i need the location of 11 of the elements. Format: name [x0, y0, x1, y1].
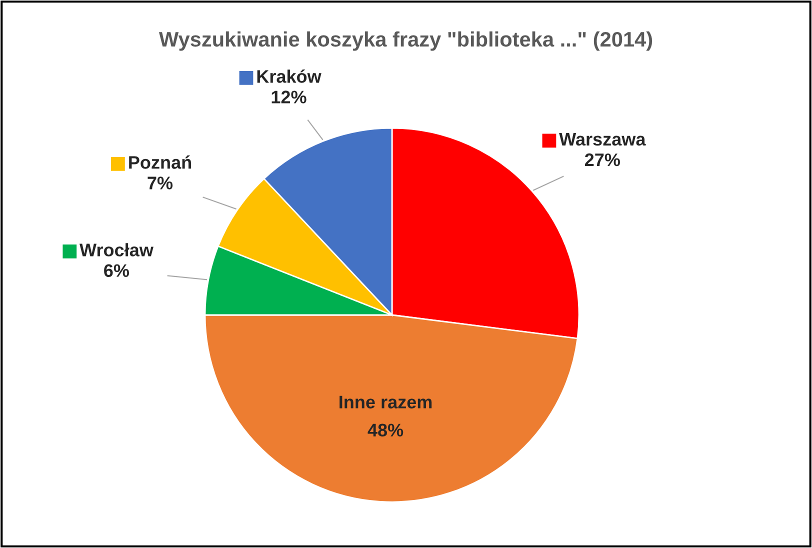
legend-label: Kraków	[257, 69, 322, 83]
legend-label: Poznań	[129, 155, 191, 169]
chart-title: Wyszukiwanie koszyka frazy "biblioteka ..." (2014)	[158, 31, 652, 51]
data-label: 7%	[148, 176, 173, 190]
slice-label: Inne razem	[340, 396, 432, 408]
data-label: 12%	[272, 90, 306, 104]
data-label: 6%	[104, 264, 130, 277]
legend-label: Warszawa	[559, 133, 646, 146]
legend-label: Wrocław	[80, 243, 154, 256]
data-label: 48%	[368, 424, 404, 437]
data-label: 27%	[584, 153, 620, 166]
